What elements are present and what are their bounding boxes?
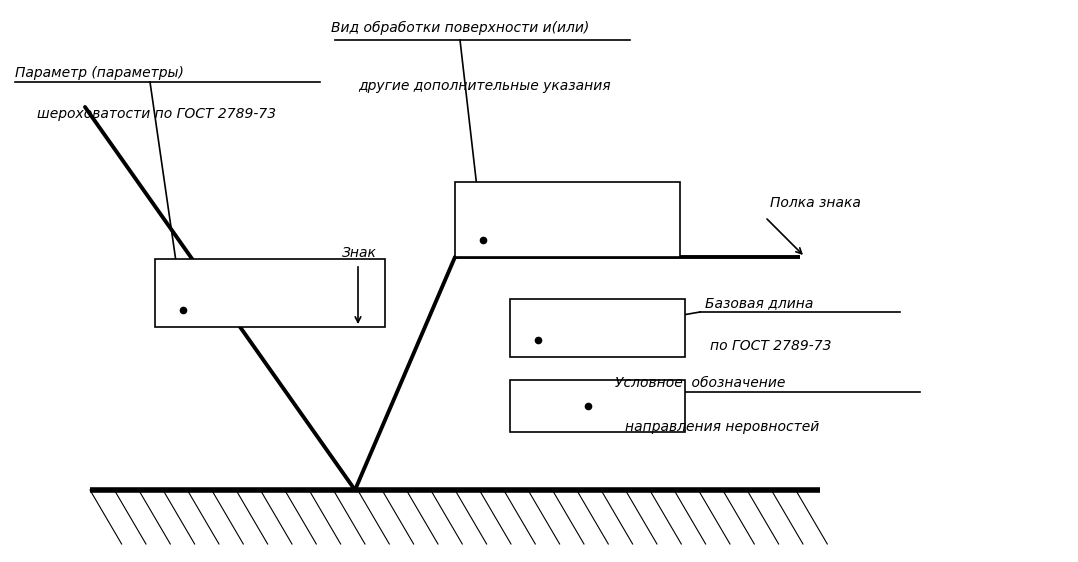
- Text: Базовая длина: Базовая длина: [705, 296, 814, 310]
- Text: Вид обработки поверхности и(или): Вид обработки поверхности и(или): [331, 21, 589, 35]
- Bar: [510, 380, 685, 432]
- Text: Параметр (параметры): Параметр (параметры): [15, 66, 184, 80]
- Bar: [155, 259, 385, 327]
- Text: по ГОСТ 2789-73: по ГОСТ 2789-73: [710, 339, 831, 353]
- Text: другие дополнительные указания: другие дополнительные указания: [359, 79, 611, 93]
- Text: шероховатости по ГОСТ 2789-73: шероховатости по ГОСТ 2789-73: [37, 107, 276, 121]
- Text: направления неровностей: направления неровностей: [625, 420, 819, 434]
- Bar: [510, 299, 685, 357]
- Bar: [455, 182, 680, 257]
- Text: Условное  обозначение: Условное обозначение: [616, 376, 786, 390]
- Text: Знак: Знак: [342, 246, 377, 260]
- Text: Полка знака: Полка знака: [770, 196, 861, 210]
